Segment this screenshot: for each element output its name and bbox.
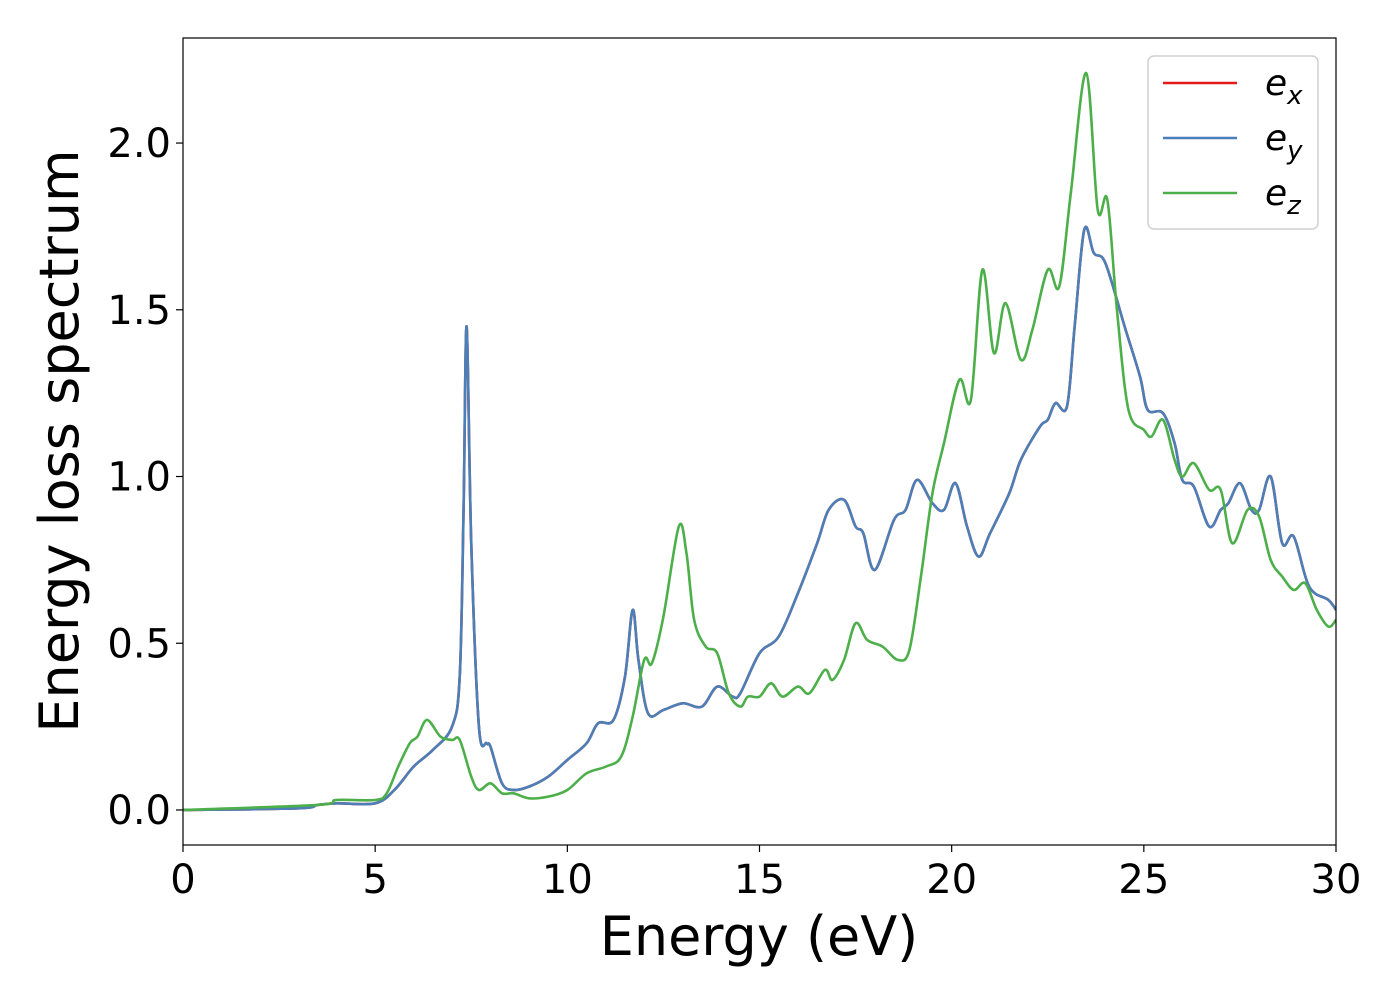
series-line-y bbox=[183, 225, 1336, 812]
x-axis-label: Energy (eV) bbox=[600, 905, 919, 968]
legend: ex ey ez bbox=[1147, 55, 1319, 230]
y-tick-label: 1.0 bbox=[107, 455, 171, 501]
x-tick-label: 15 bbox=[734, 857, 785, 903]
x-tick-label: 0 bbox=[170, 857, 195, 903]
series-line-z bbox=[183, 71, 1336, 812]
legend-box bbox=[1147, 55, 1319, 230]
legend-label-x: ex bbox=[1265, 63, 1303, 111]
series-line-x bbox=[183, 225, 1336, 812]
x-tick-label: 10 bbox=[542, 857, 593, 903]
y-tick-label: 0.5 bbox=[107, 621, 171, 667]
y-axis-label: Energy loss spectrum bbox=[28, 149, 91, 732]
legend-label-z: ez bbox=[1265, 173, 1302, 221]
y-tick-label: 0.0 bbox=[107, 788, 171, 834]
x-tick-label: 30 bbox=[1311, 857, 1362, 903]
y-tick-label: 2.0 bbox=[107, 121, 171, 167]
x-tick-label: 5 bbox=[362, 857, 387, 903]
legend-label-y: ey bbox=[1265, 118, 1303, 166]
x-tick-label: 25 bbox=[1118, 857, 1169, 903]
y-tick-label: 1.5 bbox=[107, 288, 171, 334]
x-tick-label: 20 bbox=[926, 857, 977, 903]
